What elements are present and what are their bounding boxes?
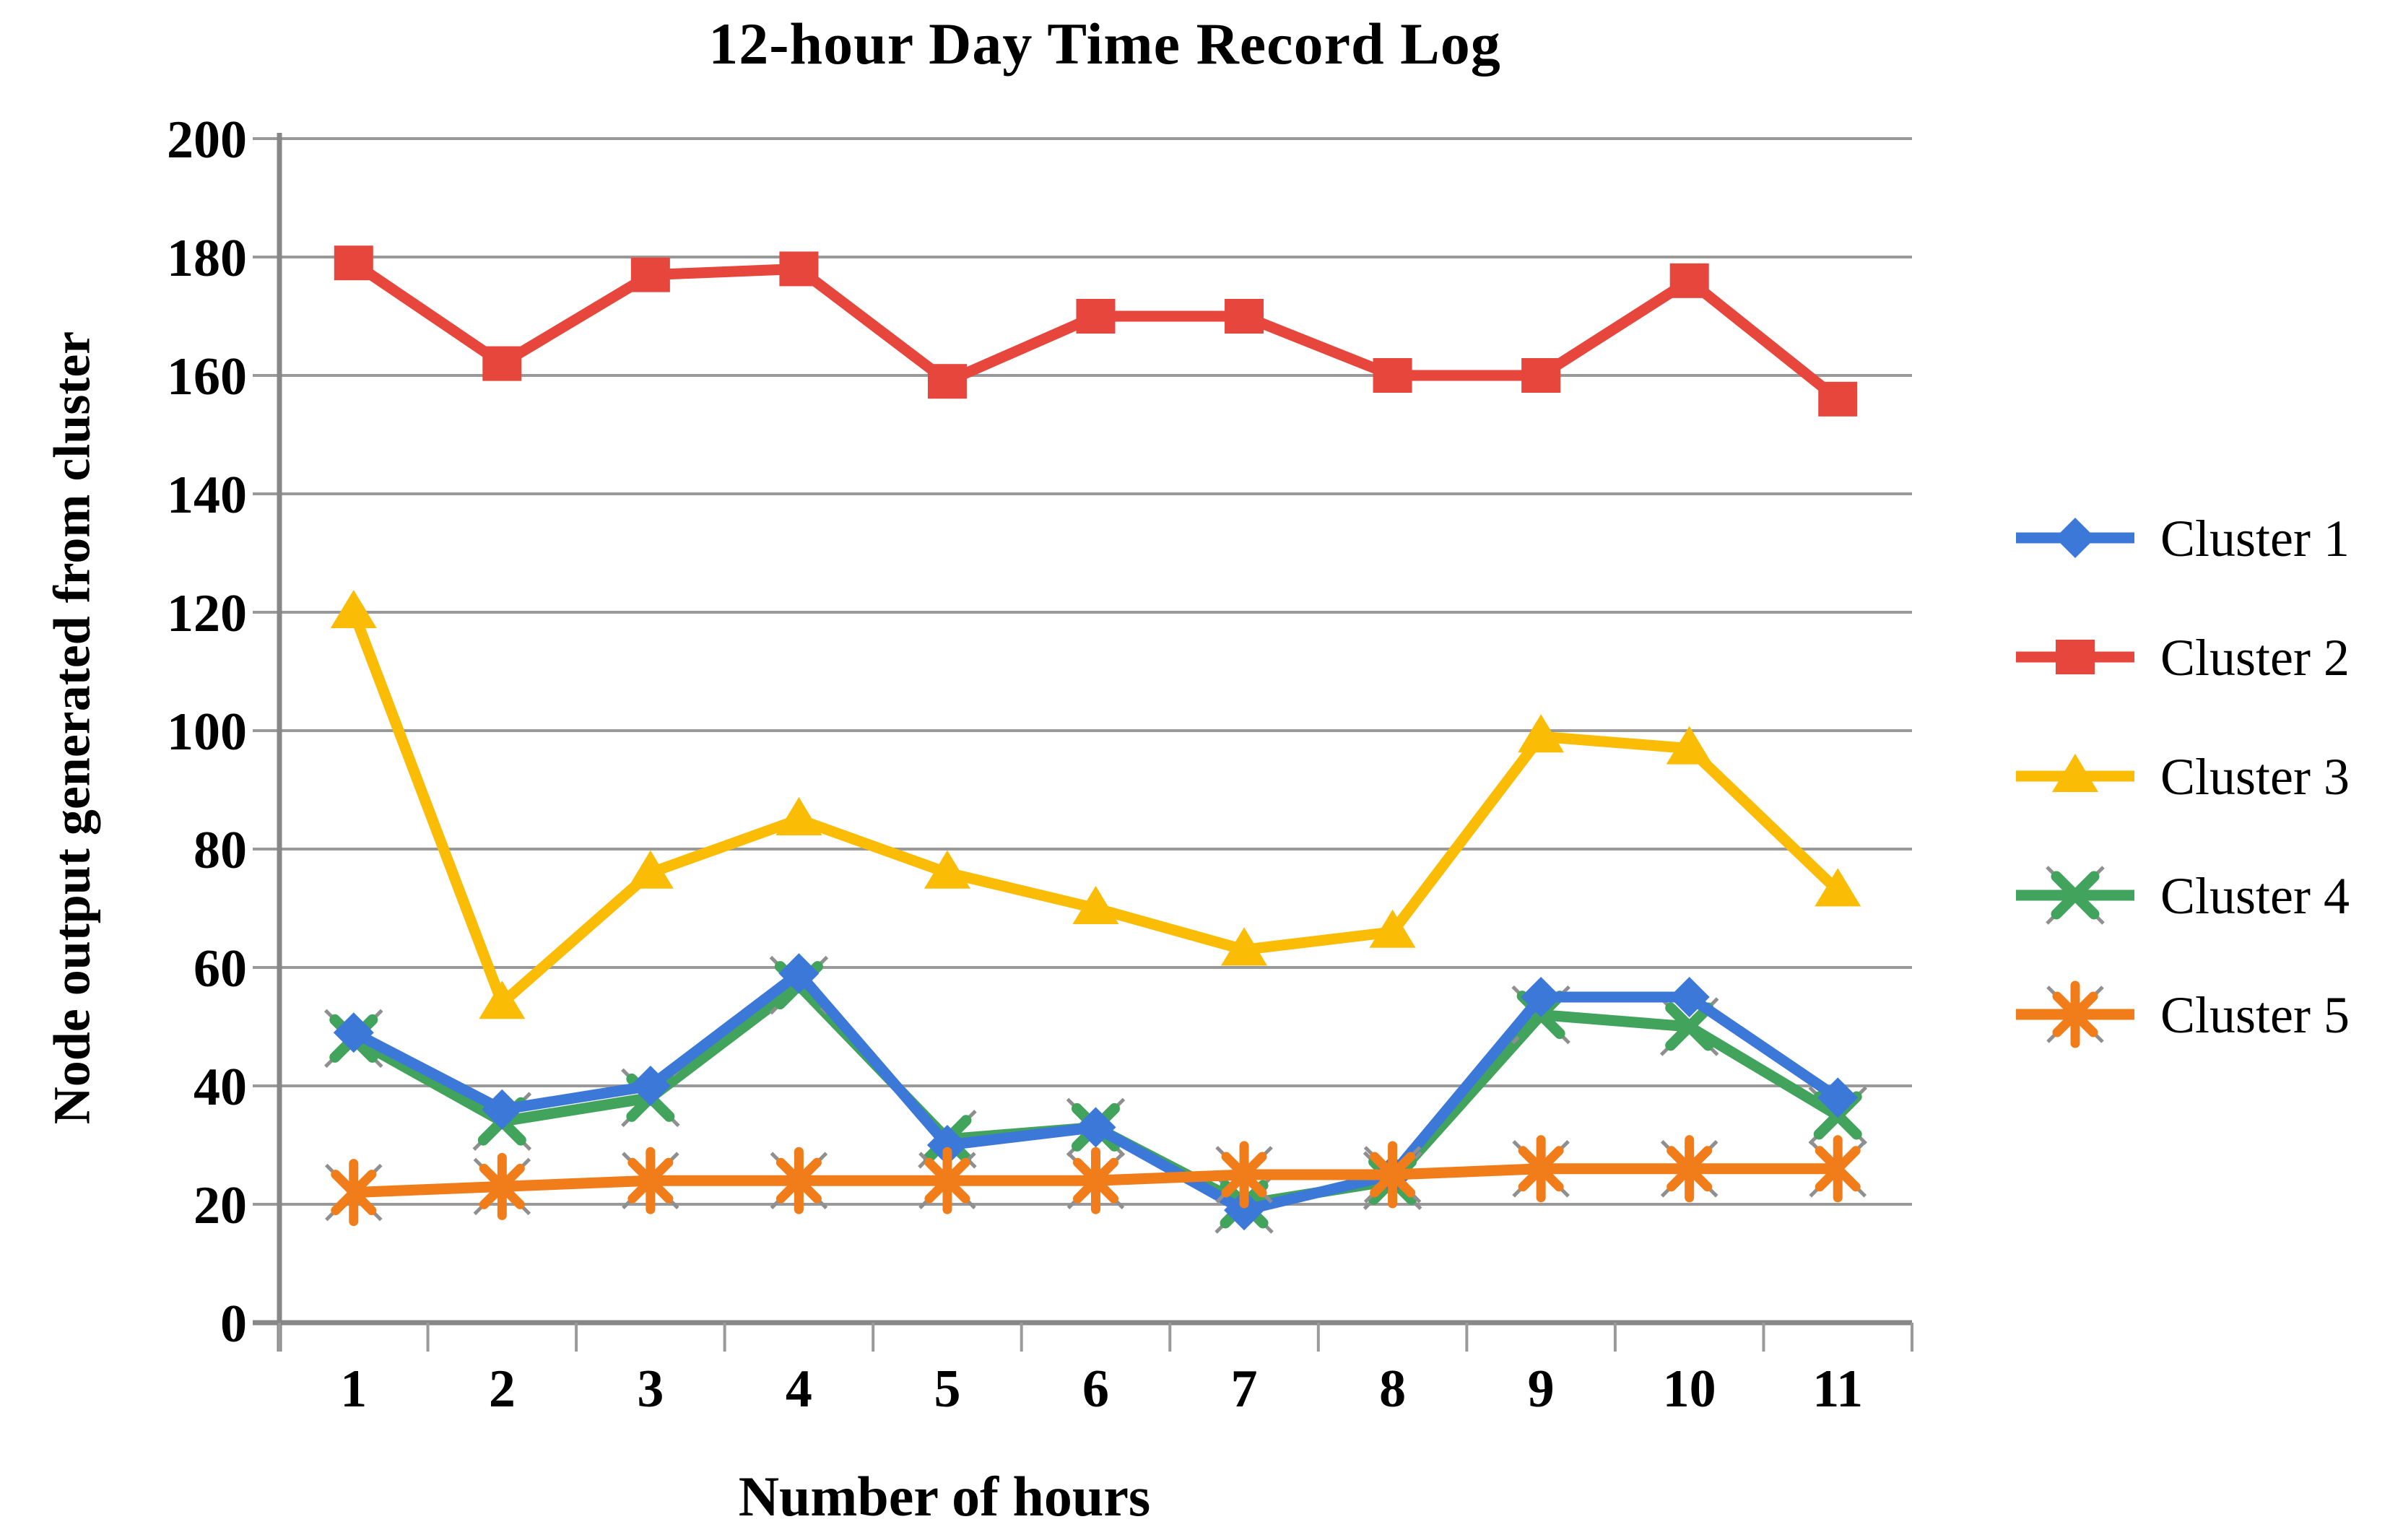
marker-cluster-1-h4: [778, 953, 820, 994]
y-tick-label-140: 140: [167, 466, 247, 525]
marker-cluster-1-h11: [1817, 1077, 1859, 1118]
marker-cluster-3-h1: [330, 590, 377, 628]
x-tick-label-4: 4: [786, 1360, 812, 1419]
marker-cluster-2-h7: [1225, 299, 1264, 334]
marker-cluster-1-h7: [1224, 1190, 1265, 1231]
marker-cluster-2-h6: [1076, 299, 1116, 334]
x-tick-label-1: 1: [340, 1360, 367, 1419]
marker-cluster-1-h10: [1669, 977, 1710, 1017]
marker-cluster-1-h6: [1075, 1107, 1116, 1148]
marker-cluster-4-h10: [1665, 1002, 1714, 1051]
legend-marker-cluster-3: [2052, 754, 2098, 792]
y-tick-label-80: 80: [194, 821, 247, 880]
marker-cluster-3-h4: [775, 797, 822, 835]
legend-label-cluster-1: Cluster 1: [2160, 510, 2350, 567]
series-line-cluster-3: [348, 610, 1842, 1009]
marker-cluster-1-h3: [630, 1066, 671, 1106]
y-tick-label-200: 200: [167, 110, 247, 170]
marker-cluster-3-h6: [1072, 886, 1119, 924]
y-tick-label-100: 100: [167, 702, 247, 762]
legend-label-cluster-3: Cluster 3: [2160, 748, 2350, 806]
marker-cluster-2-h1: [334, 245, 373, 281]
x-tick-label-5: 5: [934, 1360, 960, 1419]
marker-cluster-5-h5: [924, 1157, 970, 1204]
x-tick-label-3: 3: [637, 1360, 664, 1419]
x-axis-title: Number of hours: [738, 1465, 1151, 1528]
marker-cluster-5-h2: [479, 1163, 525, 1209]
marker-cluster-3-h10: [1666, 726, 1713, 765]
marker-cluster-5-h3: [627, 1157, 674, 1204]
x-tick-label-11: 11: [1812, 1360, 1863, 1419]
marker-cluster-1-h9: [1521, 977, 1562, 1017]
marker-cluster-2-h5: [927, 364, 967, 399]
legend-marker-cluster-5: [2052, 991, 2098, 1037]
legend-marker-cluster-2: [2056, 640, 2095, 674]
marker-cluster-2-h8: [1373, 358, 1412, 393]
legend-label-cluster-4: Cluster 4: [2160, 867, 2350, 925]
marker-cluster-3-h8: [1369, 909, 1416, 948]
x-tick-label-9: 9: [1528, 1360, 1555, 1419]
marker-cluster-5-h9: [1518, 1146, 1564, 1192]
y-tick-label-180: 180: [167, 229, 247, 288]
marker-cluster-5-h6: [1073, 1157, 1118, 1204]
x-tick-label-10: 10: [1663, 1360, 1716, 1419]
marker-cluster-1-h1: [333, 1012, 374, 1053]
marker-cluster-1-h2: [482, 1089, 523, 1130]
legend-label-cluster-5: Cluster 5: [2160, 986, 2350, 1044]
chart-title: 12-hour Day Time Record Log: [708, 11, 1501, 77]
marker-cluster-2-h11: [1818, 381, 1858, 417]
marker-cluster-2-h3: [630, 257, 670, 292]
legend-marker-cluster-1: [2055, 518, 2095, 558]
marker-cluster-3-h7: [1221, 927, 1268, 966]
marker-cluster-5-h4: [775, 1157, 822, 1204]
y-tick-label-20: 20: [194, 1176, 247, 1235]
x-tick-label-6: 6: [1082, 1360, 1109, 1419]
y-tick-label-60: 60: [194, 939, 247, 999]
y-tick-label-120: 120: [167, 584, 247, 643]
marker-cluster-5-h8: [1370, 1152, 1416, 1198]
y-tick-label-160: 160: [167, 347, 247, 406]
y-tick-label-0: 0: [220, 1295, 247, 1354]
x-tick-label-7: 7: [1231, 1360, 1258, 1419]
marker-cluster-1-h5: [926, 1125, 968, 1165]
marker-cluster-3-h5: [924, 850, 970, 889]
legend-marker-cluster-4: [2051, 871, 2100, 920]
marker-cluster-2-h9: [1521, 358, 1561, 393]
marker-cluster-5-h10: [1667, 1146, 1713, 1192]
marker-cluster-3-h11: [1815, 868, 1861, 907]
marker-cluster-2-h10: [1669, 263, 1709, 298]
marker-cluster-3-h3: [627, 850, 674, 889]
marker-cluster-3-h2: [479, 980, 526, 1019]
legend-label-cluster-2: Cluster 2: [2160, 629, 2350, 687]
y-tick-label-40: 40: [194, 1058, 247, 1117]
marker-cluster-5-h11: [1815, 1146, 1861, 1192]
x-tick-label-8: 8: [1379, 1360, 1406, 1419]
marker-cluster-5-h7: [1221, 1152, 1267, 1198]
marker-cluster-2-h4: [779, 251, 819, 287]
marker-cluster-5-h1: [331, 1170, 377, 1216]
marker-cluster-2-h2: [482, 346, 522, 381]
marker-cluster-3-h9: [1518, 714, 1565, 753]
x-tick-label-2: 2: [489, 1360, 516, 1419]
